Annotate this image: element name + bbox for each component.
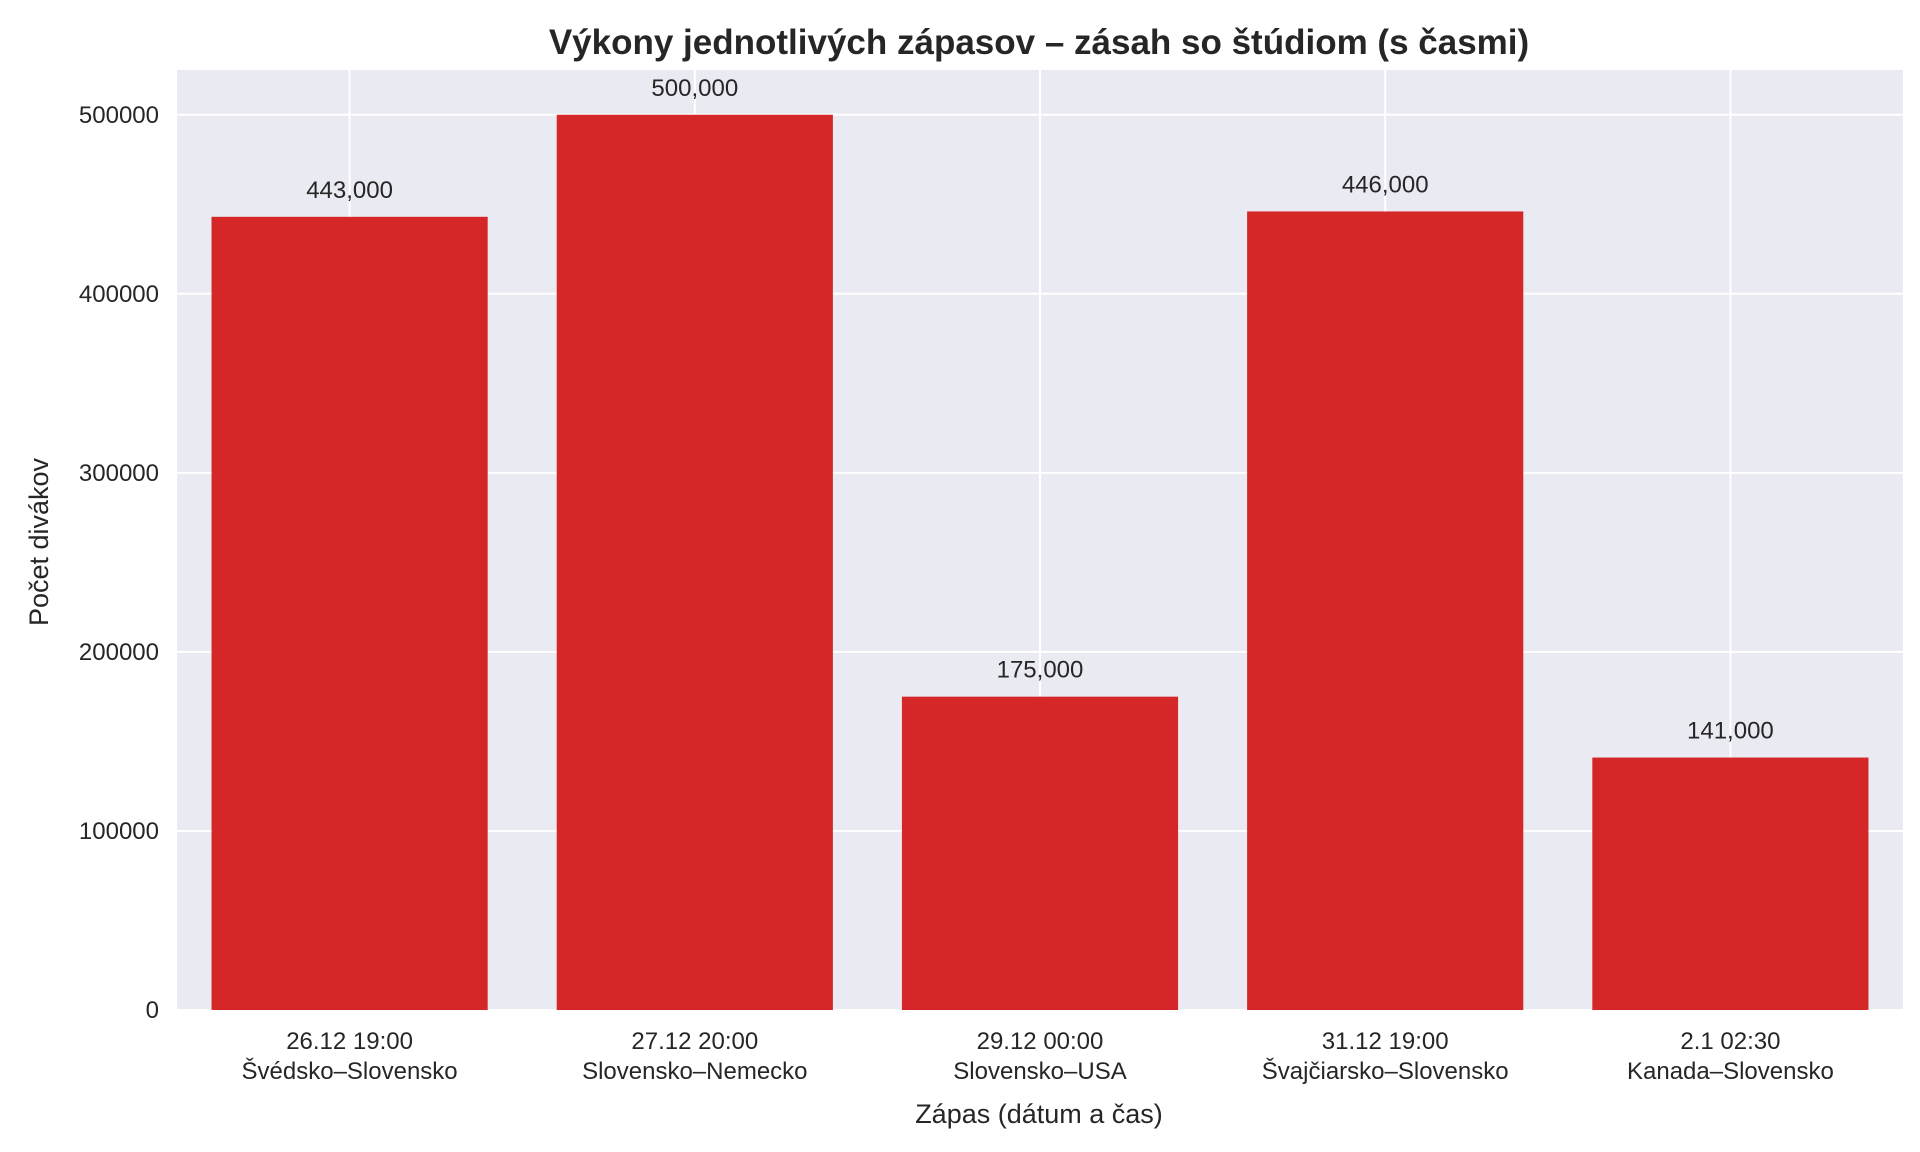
data-label: 446,000: [1342, 171, 1429, 198]
x-tick-label-time: 27.12 20:00: [631, 1028, 758, 1055]
x-tick-label-time: 29.12 00:00: [977, 1028, 1104, 1055]
bar: [1592, 757, 1869, 1010]
data-label: 175,000: [997, 657, 1084, 684]
x-tick-label-match: Slovensko–Nemecko: [582, 1058, 807, 1085]
bar: [901, 696, 1179, 1010]
data-label: 141,000: [1687, 718, 1774, 745]
x-tick-label-match: Slovensko–USA: [953, 1058, 1126, 1085]
y-tick-label: 500000: [79, 102, 159, 129]
y-axis-label: Počet divákov: [24, 457, 54, 626]
data-label: 500,000: [651, 75, 738, 102]
y-axis-ticks: 0 100000 200000 300000 400000 500000: [79, 102, 159, 1024]
y-tick-label: 100000: [79, 818, 159, 845]
x-tick-label-match: Kanada–Slovensko: [1627, 1058, 1834, 1085]
bar: [1247, 211, 1524, 1010]
x-axis-label: Zápas (dátum a čas): [915, 1099, 1163, 1129]
y-tick-label: 300000: [79, 460, 159, 487]
x-tick-label-match: Švajčiarsko–Slovensko: [1262, 1057, 1509, 1085]
data-labels: 443,000 500,000 175,000 446,000 141,000: [306, 75, 1774, 745]
chart-title: Výkony jednotlivých zápasov – zásah so š…: [549, 23, 1529, 62]
x-tick-label-time: 26.12 19:00: [286, 1028, 413, 1055]
bar: [211, 216, 488, 1011]
bars: [211, 114, 1869, 1011]
x-tick-label-time: 31.12 19:00: [1322, 1028, 1449, 1055]
x-tick-label-match: Švédsko–Slovensko: [242, 1057, 458, 1085]
bar: [556, 114, 833, 1010]
y-tick-label: 0: [146, 997, 159, 1024]
data-label: 443,000: [306, 177, 393, 204]
y-tick-label: 200000: [79, 639, 159, 666]
y-tick-label: 400000: [79, 281, 159, 308]
x-tick-label-time: 2.1 02:30: [1680, 1028, 1780, 1055]
